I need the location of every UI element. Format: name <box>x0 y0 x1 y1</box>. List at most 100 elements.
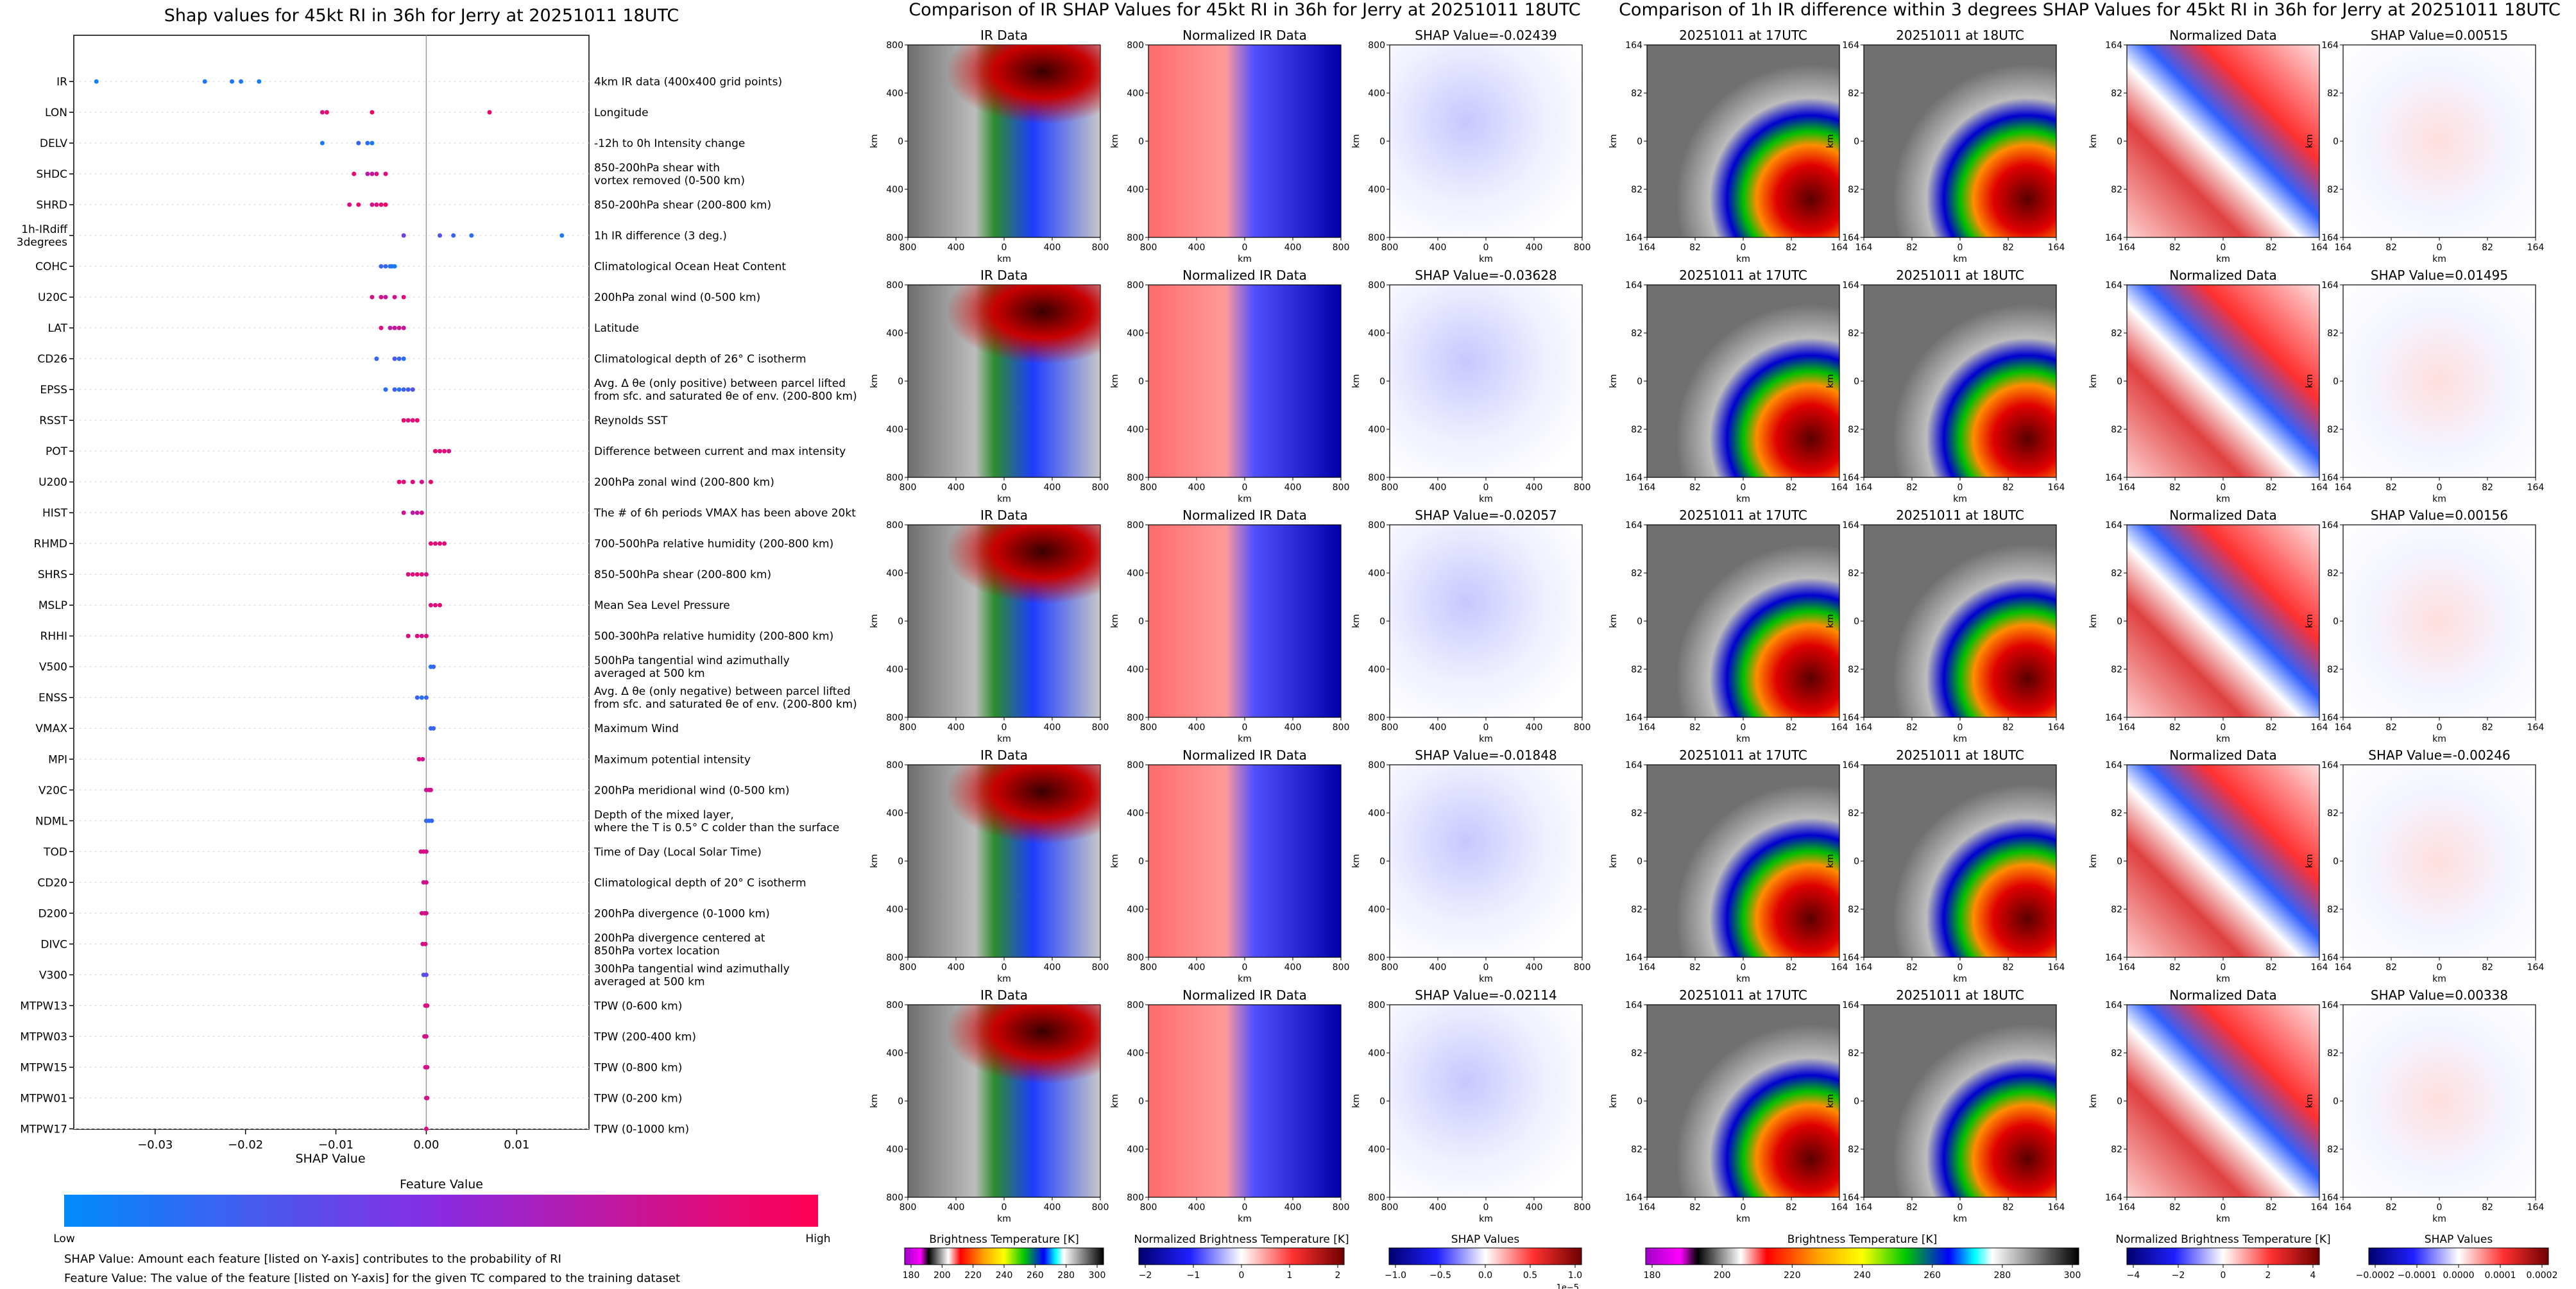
feature-name-label: V500 <box>39 661 67 674</box>
x-tick-label: 400 <box>948 962 965 973</box>
y-tick-label: 82 <box>2327 425 2339 435</box>
x-tick-label: 800 <box>1574 243 1591 253</box>
panel-title: SHAP Value=0.00515 <box>2371 28 2508 43</box>
feature-description-label: -12h to 0h Intensity change <box>594 137 745 150</box>
shap-point <box>397 325 402 330</box>
x-tick-label: 0.00 <box>413 1138 439 1152</box>
y-tick-label: 800 <box>886 1000 903 1011</box>
colorbar-tick-label: −0.0001 <box>2398 1270 2437 1281</box>
shap-point <box>423 880 429 885</box>
shap-point <box>420 756 425 762</box>
panel-image <box>1148 524 1342 718</box>
shap-summary-plot: −0.03 −0.02 −0.01 0.00 0.01 IR 4km IR data (40… <box>17 35 857 1152</box>
y-tick-label: 82 <box>1848 665 1859 675</box>
panel-image <box>1148 1004 1342 1198</box>
shap-point <box>324 110 329 115</box>
shap-point <box>356 141 361 146</box>
y-tick-label: 0 <box>898 1097 903 1107</box>
x-tick-label: 400 <box>1429 243 1447 253</box>
shap-point <box>257 79 262 84</box>
x-tick-label: 82 <box>1906 722 1918 733</box>
feature-description-label: TPW (0-800 km) <box>593 1061 682 1074</box>
shap-point <box>428 787 433 792</box>
y-tick-label: 82 <box>1631 568 1642 579</box>
y-tick-label: 164 <box>1625 1193 1642 1203</box>
y-tick-label: 82 <box>2327 329 2339 339</box>
x-tick-label: 82 <box>1689 1202 1701 1213</box>
y-tick-label: 400 <box>1127 1048 1144 1059</box>
y-tick-label: 82 <box>2111 1048 2122 1059</box>
x-axis-label: km <box>1953 494 1967 504</box>
y-tick-label: 0 <box>1854 137 1859 147</box>
y-tick-label: 164 <box>1625 473 1642 483</box>
x-tick-label: 82 <box>1689 962 1701 973</box>
colorbar-label: Normalized Brightness Temperature [K] <box>2115 1233 2330 1246</box>
y-tick-label: 82 <box>1848 89 1859 99</box>
feature-description-label: 200hPa zonal wind (200-800 km) <box>594 476 774 489</box>
y-tick-label: 164 <box>1625 953 1642 963</box>
x-tick-label: 164 <box>2048 722 2065 733</box>
x-axis-label: km <box>1238 974 1252 984</box>
y-tick-label: 400 <box>1127 329 1144 339</box>
x-tick-label: 164 <box>1639 243 1656 253</box>
y-tick-label: 164 <box>1842 473 1859 483</box>
y-tick-label: 82 <box>2111 185 2122 195</box>
legend-feature-value: Feature Value: The value of the feature … <box>64 1272 680 1285</box>
x-tick-label: 164 <box>2335 962 2352 973</box>
y-tick-label: 400 <box>886 1145 903 1155</box>
x-axis-label: km <box>2432 1214 2446 1224</box>
feature-description-label: TPW (0-600 km) <box>593 1000 682 1012</box>
shap-panel-title: Shap values for 45kt RI in 36h for Jerry… <box>164 6 679 26</box>
x-tick-label: 400 <box>1044 482 1061 493</box>
feature-name-label: EPSS <box>40 384 67 397</box>
shap-point <box>425 1064 430 1070</box>
x-tick-label: 0 <box>1958 962 1963 973</box>
y-axis-label: km <box>1351 134 1361 148</box>
panel-title: SHAP Value=-0.00246 <box>2368 747 2510 763</box>
y-tick-label: 164 <box>2321 280 2339 291</box>
y-axis-label: km <box>2305 134 2315 148</box>
y-tick-label: 0 <box>898 617 903 627</box>
panel-title: Normalized IR Data <box>1182 28 1307 43</box>
y-tick-label: 82 <box>1848 905 1859 915</box>
shap-point <box>401 387 406 392</box>
colorbar-tick-label: 180 <box>903 1270 920 1281</box>
colorbar-label: SHAP Values <box>2425 1233 2493 1246</box>
colorbar-tick-label: 0.0001 <box>2485 1270 2516 1281</box>
x-tick-label: 164 <box>2119 243 2136 253</box>
x-tick-label: 400 <box>1526 1202 1543 1213</box>
shap-point <box>410 510 415 515</box>
y-tick-label: 164 <box>2105 520 2122 531</box>
colorbar-tick-label: 0.0 <box>1478 1270 1492 1281</box>
panel-image <box>1646 764 1840 958</box>
panel-title: Normalized Data <box>2169 747 2277 763</box>
feature-name-label: HIST <box>42 507 68 520</box>
colorbar <box>1388 1247 1582 1265</box>
feature-description-label: TPW (0-1000 km) <box>593 1123 689 1136</box>
y-tick-label: 0 <box>1379 377 1385 387</box>
x-tick-label: 164 <box>1855 243 1873 253</box>
y-tick-label: 82 <box>1848 1145 1859 1155</box>
y-tick-label: 400 <box>1127 808 1144 819</box>
feature-description-label: 850hPa vortex location <box>594 944 720 957</box>
x-tick-label: 82 <box>2385 722 2397 733</box>
panel-image <box>1148 284 1342 478</box>
x-axis-label: km <box>2432 734 2446 744</box>
y-tick-label: 400 <box>886 425 903 435</box>
x-tick-label: 400 <box>1429 1202 1447 1213</box>
y-axis-label: km <box>2088 134 2099 148</box>
y-tick-label: 82 <box>1848 808 1859 819</box>
x-tick-label: 82 <box>2482 1202 2493 1213</box>
shap-point <box>365 171 370 176</box>
feature-description-label: 200hPa meridional wind (0-500 km) <box>594 784 790 797</box>
x-tick-label: 82 <box>1786 722 1797 733</box>
panel-image <box>1646 44 1840 238</box>
y-tick-label: 400 <box>1127 89 1144 99</box>
x-tick-label: 164 <box>2311 962 2328 973</box>
feature-description-label: 200hPa divergence centered at <box>594 932 765 944</box>
x-tick-label: −0.01 <box>318 1138 354 1152</box>
y-tick-label: 400 <box>1127 1145 1144 1155</box>
y-axis-label: km <box>869 1094 880 1108</box>
x-tick-label: 0 <box>1002 243 1007 253</box>
x-tick-label: 82 <box>2169 482 2181 493</box>
